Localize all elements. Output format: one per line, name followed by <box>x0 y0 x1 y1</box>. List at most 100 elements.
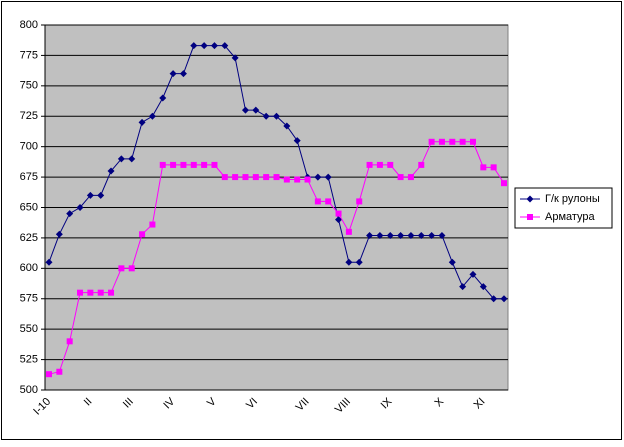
data-point <box>469 138 476 145</box>
y-tick-label: 700 <box>20 141 38 153</box>
data-point <box>148 112 156 120</box>
data-point <box>294 176 301 183</box>
data-point <box>108 289 115 296</box>
data-point <box>469 270 477 278</box>
data-point <box>128 155 136 163</box>
data-point <box>345 258 353 266</box>
data-point <box>356 198 363 205</box>
legend-box <box>514 187 613 229</box>
data-point <box>159 94 167 102</box>
data-point <box>262 112 270 120</box>
y-tick-label: 625 <box>20 232 38 244</box>
data-point <box>283 176 290 183</box>
data-point <box>438 231 446 239</box>
data-point <box>345 228 352 235</box>
legend-label: Арматура <box>545 211 596 223</box>
data-point <box>241 106 249 114</box>
data-point <box>335 216 343 224</box>
data-point <box>97 289 104 296</box>
data-point <box>252 106 260 114</box>
data-point <box>283 122 291 130</box>
data-point <box>128 265 135 272</box>
y-tick-label: 575 <box>20 293 38 305</box>
y-tick-label: 675 <box>20 171 38 183</box>
y-tick-label: 500 <box>20 384 38 396</box>
data-point <box>87 289 94 296</box>
data-point <box>117 155 125 163</box>
data-point <box>397 174 404 181</box>
data-point <box>107 167 115 175</box>
data-point <box>293 137 301 145</box>
data-point <box>149 221 156 228</box>
data-point <box>97 191 105 199</box>
data-point <box>324 173 332 181</box>
data-point <box>501 180 507 187</box>
data-point <box>179 70 187 78</box>
data-point <box>459 138 466 145</box>
data-point <box>480 164 487 171</box>
data-point <box>273 174 280 181</box>
data-point <box>190 42 198 50</box>
data-point <box>479 283 487 291</box>
data-point <box>273 112 280 120</box>
y-tick-label: 775 <box>20 49 38 61</box>
data-point <box>190 161 197 168</box>
data-point <box>252 174 259 181</box>
data-point <box>386 231 394 239</box>
data-point <box>45 258 53 266</box>
data-point <box>304 176 311 183</box>
y-tick-label: 800 <box>20 19 38 31</box>
data-point <box>231 54 239 62</box>
data-point <box>139 231 146 238</box>
data-point <box>428 138 435 145</box>
data-point <box>263 174 270 181</box>
legend-marker <box>526 195 534 203</box>
data-point <box>438 138 445 145</box>
y-tick-label: 725 <box>20 110 38 122</box>
data-point <box>118 265 125 272</box>
data-point <box>170 161 177 168</box>
legend-label: Г/к рулоны <box>545 193 600 205</box>
y-tick-label: 525 <box>20 353 38 365</box>
data-point <box>325 198 332 205</box>
data-point <box>180 161 187 168</box>
data-point <box>314 198 321 205</box>
data-point <box>56 368 63 375</box>
data-point <box>169 70 177 78</box>
data-point <box>210 42 218 50</box>
data-point <box>417 231 425 239</box>
data-point <box>490 295 498 303</box>
data-point <box>211 161 218 168</box>
data-point <box>500 295 508 303</box>
data-point <box>459 283 467 291</box>
data-point <box>138 118 146 126</box>
data-point <box>77 289 84 296</box>
data-point <box>55 230 63 238</box>
data-point <box>200 42 208 50</box>
data-point <box>376 231 384 239</box>
data-point <box>86 191 94 199</box>
data-point <box>76 204 84 211</box>
data-point <box>490 164 497 171</box>
data-point <box>355 258 363 266</box>
data-point <box>232 174 239 181</box>
data-point <box>242 174 249 181</box>
data-point <box>314 173 322 181</box>
data-point <box>428 231 436 239</box>
data-point <box>397 231 405 239</box>
legend-marker <box>527 214 533 220</box>
data-point <box>335 210 342 217</box>
data-point <box>449 138 456 145</box>
data-point <box>159 161 166 168</box>
data-point <box>366 161 373 168</box>
data-point <box>407 231 415 239</box>
data-point <box>407 174 414 181</box>
y-tick-label: 600 <box>20 262 38 274</box>
y-tick-label: 750 <box>20 80 38 92</box>
data-point <box>66 210 74 218</box>
data-point <box>201 161 208 168</box>
data-point <box>221 42 229 50</box>
data-point <box>376 161 383 168</box>
